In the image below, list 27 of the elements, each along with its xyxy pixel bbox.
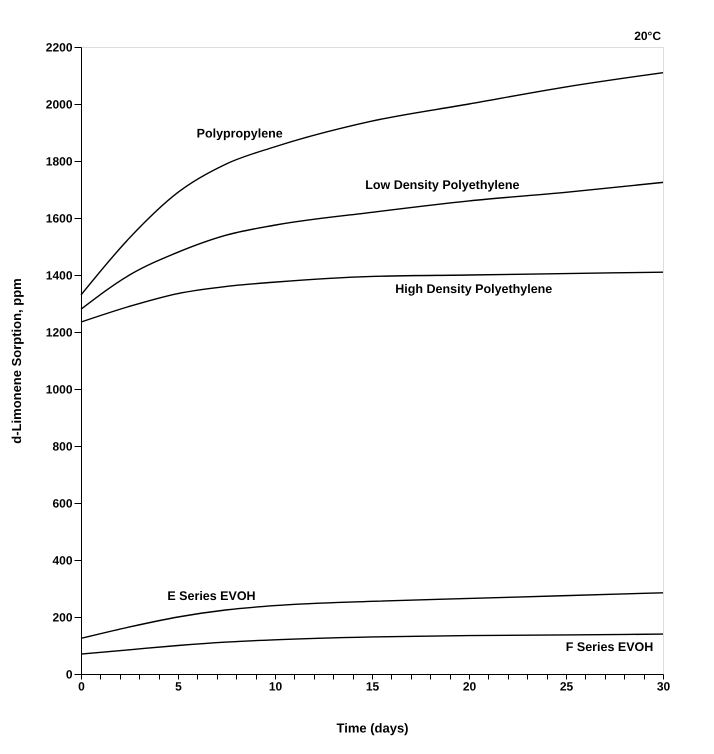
y-tick-label: 400 — [52, 554, 73, 568]
y-tick-label: 1000 — [46, 382, 73, 396]
y-tick-label: 200 — [52, 610, 73, 624]
series-label: E Series EVOH — [167, 588, 256, 603]
y-tick-label: 2000 — [46, 98, 73, 112]
x-tick-label: 15 — [366, 680, 380, 694]
x-tick-label: 10 — [268, 680, 282, 694]
text: 20°C — [634, 29, 662, 43]
y-tick-label: 0 — [66, 668, 73, 682]
x-tick-label: 30 — [656, 680, 670, 694]
series-label: Low Density Polyethylene — [365, 178, 520, 192]
series-label: High Density Polyethylene — [395, 282, 552, 296]
y-tick-label: 1200 — [46, 326, 73, 340]
y-tick-label: 1600 — [46, 212, 73, 226]
x-axis-title: Time (days) — [336, 720, 409, 736]
y-tick-label: 1400 — [46, 268, 73, 282]
x-tick-label: 0 — [78, 680, 86, 694]
series-label: F Series EVOH — [566, 640, 654, 654]
y-tick-label: 1800 — [46, 154, 73, 168]
y-axis-title: d-Limonene Sorption, ppm — [8, 278, 24, 444]
x-tick-label: 25 — [560, 680, 574, 694]
x-tick-label: 20 — [462, 680, 476, 694]
series-label: Polypropylene — [196, 126, 283, 140]
x-tick-label: 5 — [175, 680, 182, 694]
y-tick-label: 800 — [52, 440, 73, 454]
y-tick-label: 2200 — [46, 40, 73, 54]
y-tick-label: 600 — [52, 496, 73, 510]
